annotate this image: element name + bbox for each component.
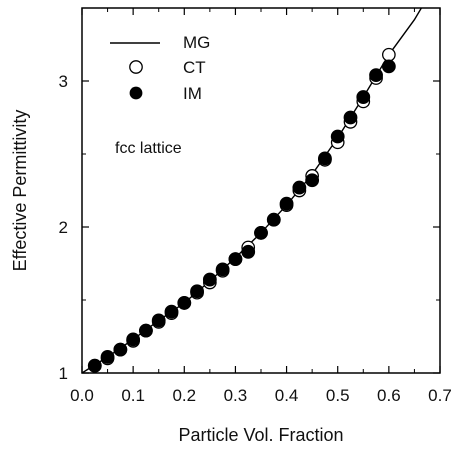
x-tick-label: 0.5: [326, 386, 350, 405]
legend-label-mg: MG: [183, 33, 210, 52]
series-line-mg: [82, 8, 423, 373]
y-tick-label: 1: [59, 364, 68, 383]
y-tick-label: 3: [59, 72, 68, 91]
point-im: [241, 244, 256, 259]
axes: 0.0 0.1 0.2 0.3 0.4 0.5 0.6 0.7 1 2 3 Particle Vol.…: [10, 7, 452, 445]
point-im: [228, 252, 243, 267]
annotation-fcc-lattice: fcc lattice: [115, 140, 182, 157]
point-im: [113, 342, 128, 357]
x-tick-label: 0.1: [121, 386, 145, 405]
point-im: [343, 110, 358, 125]
x-tick-label: 0.3: [224, 386, 248, 405]
legend: MG CT IM: [110, 33, 210, 103]
point-im: [330, 129, 345, 144]
x-tick-label: 0.4: [275, 386, 299, 405]
series-layer: [82, 8, 423, 373]
point-im: [177, 296, 192, 310]
x-tick-label: 0.2: [172, 386, 196, 405]
legend-swatch-im: [129, 86, 143, 100]
legend-label-im: IM: [183, 84, 202, 103]
point-im: [164, 304, 179, 319]
legend-label-ct: CT: [183, 58, 206, 77]
x-axis-title: Particle Vol. Fraction: [178, 425, 343, 445]
point-im: [202, 272, 217, 287]
point-im: [126, 332, 141, 347]
point-im: [190, 284, 204, 299]
y-tick-label: 2: [59, 218, 68, 237]
x-tick-label: 0.0: [70, 386, 94, 405]
series-clip-group: [82, 8, 423, 373]
point-im: [318, 151, 332, 166]
x-tick-label: 0.6: [377, 386, 401, 405]
point-ct: [382, 47, 396, 62]
point-im: [151, 313, 166, 328]
point-im: [139, 323, 153, 338]
y-axis-title: Effective Permittivity: [10, 110, 30, 272]
legend-swatch-ct: [129, 60, 143, 74]
point-im: [381, 59, 396, 74]
point-im: [369, 68, 383, 83]
point-im: [279, 196, 294, 211]
point-im: [266, 212, 281, 227]
point-im: [292, 180, 307, 195]
point-im: [305, 173, 320, 188]
point-im: [356, 90, 371, 104]
point-im: [215, 262, 230, 277]
point-im: [254, 225, 268, 240]
x-tick-label: 0.7: [428, 386, 452, 405]
point-im: [87, 358, 102, 373]
point-im: [100, 350, 115, 364]
